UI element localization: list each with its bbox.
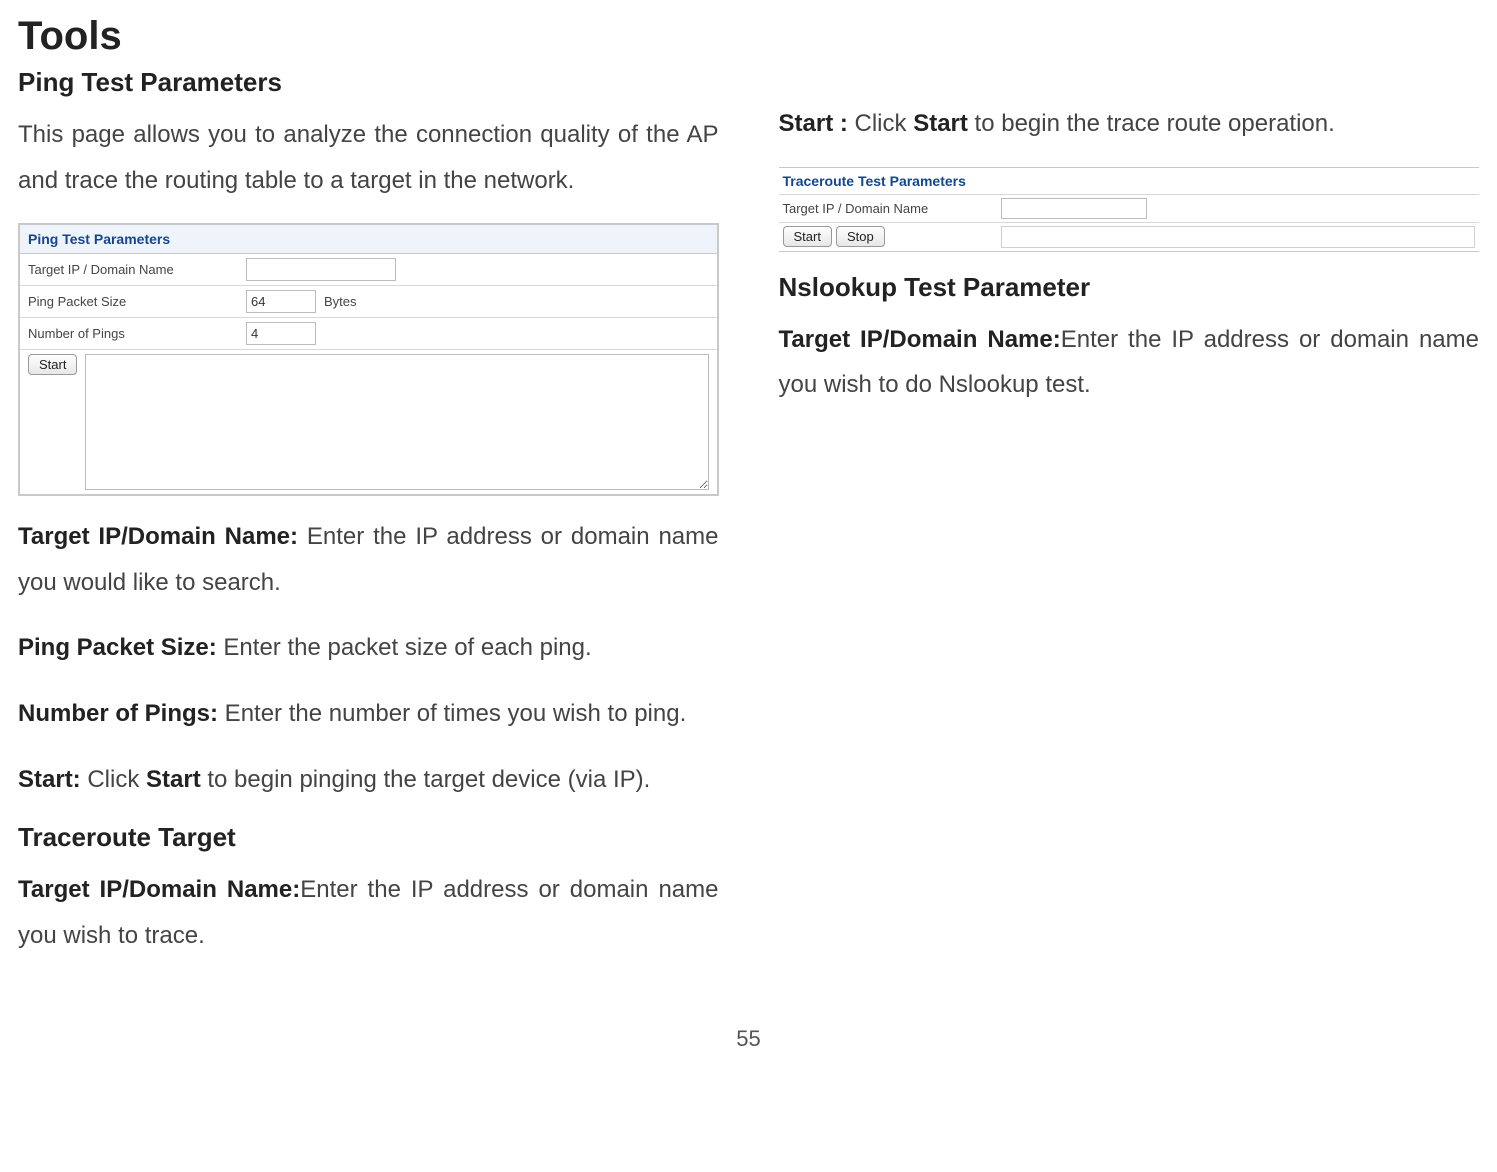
page-number: 55 (18, 1026, 1479, 1052)
left-column: Ping Test Parameters This page allows yo… (18, 65, 719, 978)
ping-start-cell: Start (28, 354, 77, 375)
ping-count-desc-t: Enter the number of times you wish to pi… (218, 700, 686, 727)
ping-packet-desc: Ping Packet Size: Enter the packet size … (18, 625, 719, 671)
ping-start-desc-t1: Click (81, 766, 146, 793)
traceroute-stop-button[interactable]: Stop (836, 226, 885, 247)
traceroute-target-desc-b: Target IP/Domain Name: (18, 876, 300, 903)
traceroute-output (1001, 226, 1476, 248)
traceroute-panel-header: Traceroute Test Parameters (779, 168, 1480, 195)
ping-count-desc-b: Number of Pings: (18, 700, 218, 727)
ping-packet-unit: Bytes (324, 294, 357, 309)
ping-section-title: Ping Test Parameters (18, 67, 719, 98)
traceroute-start-desc-b: Start : (779, 110, 848, 137)
ping-packet-row: Ping Packet Size Bytes (20, 286, 717, 318)
ping-target-label: Target IP / Domain Name (28, 262, 238, 277)
traceroute-start-desc-t1: Click (848, 110, 913, 137)
ping-target-input[interactable] (246, 258, 396, 281)
traceroute-target-input[interactable] (1001, 198, 1147, 219)
ping-target-desc: Target IP/Domain Name: Enter the IP addr… (18, 514, 719, 605)
ping-start-desc-b: Start: (18, 766, 81, 793)
ping-start-desc-t2: to begin pinging the target device (via … (201, 766, 651, 793)
nslookup-section-title: Nslookup Test Parameter (779, 272, 1480, 303)
ping-packet-input[interactable] (246, 290, 316, 313)
ping-count-desc: Number of Pings: Enter the number of tim… (18, 691, 719, 737)
ping-intro-text: This page allows you to analyze the conn… (18, 112, 719, 203)
traceroute-section-title: Traceroute Target (18, 822, 719, 853)
right-column: Start : Click Start to begin the trace r… (779, 65, 1480, 978)
page-main-title: Tools (18, 14, 1479, 59)
ping-packet-desc-t: Enter the packet size of each ping. (217, 634, 592, 661)
traceroute-panel: Traceroute Test Parameters Target IP / D… (779, 167, 1480, 252)
page-columns: Ping Test Parameters This page allows yo… (18, 65, 1479, 978)
nslookup-target-desc-b: Target IP/Domain Name: (779, 326, 1061, 353)
traceroute-buttons-row: Start Stop (779, 223, 1480, 251)
traceroute-start-desc: Start : Click Start to begin the trace r… (779, 101, 1480, 147)
ping-start-button[interactable]: Start (28, 354, 77, 375)
ping-panel-header: Ping Test Parameters (20, 225, 717, 254)
ping-start-desc-bold2: Start (146, 766, 201, 793)
ping-output-row: Start (20, 350, 717, 494)
traceroute-start-button[interactable]: Start (783, 226, 832, 247)
traceroute-target-desc: Target IP/Domain Name:Enter the IP addre… (18, 867, 719, 958)
ping-packet-label: Ping Packet Size (28, 294, 238, 309)
ping-target-desc-b: Target IP/Domain Name: (18, 523, 298, 550)
ping-panel: Ping Test Parameters Target IP / Domain … (18, 223, 719, 496)
nslookup-target-desc: Target IP/Domain Name:Enter the IP addre… (779, 317, 1480, 408)
traceroute-target-row: Target IP / Domain Name (779, 195, 1480, 223)
traceroute-start-desc-t2: to begin the trace route operation. (968, 110, 1335, 137)
traceroute-start-desc-bold2: Start (913, 110, 968, 137)
ping-count-input[interactable] (246, 322, 316, 345)
ping-start-desc: Start: Click Start to begin pinging the … (18, 757, 719, 803)
ping-packet-desc-b: Ping Packet Size: (18, 634, 217, 661)
ping-target-row: Target IP / Domain Name (20, 254, 717, 286)
ping-count-label: Number of Pings (28, 326, 238, 341)
traceroute-target-label: Target IP / Domain Name (783, 201, 993, 216)
ping-output-textarea[interactable] (85, 354, 708, 490)
ping-count-row: Number of Pings (20, 318, 717, 350)
